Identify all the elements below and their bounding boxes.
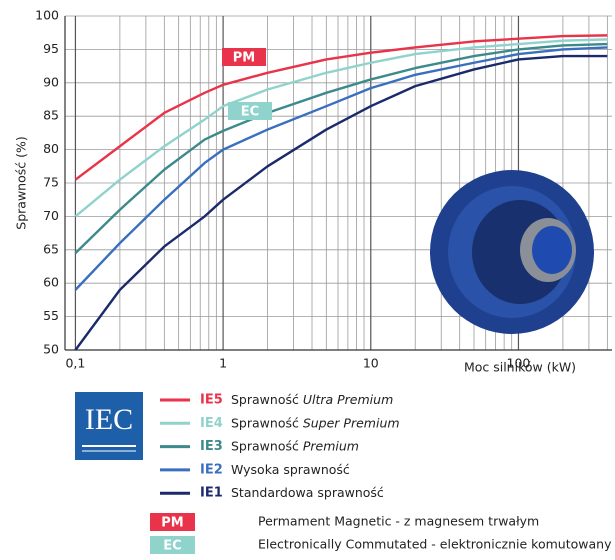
legend-desc-italic: Super Premium	[303, 415, 400, 430]
x-tick-label: 1	[219, 356, 227, 371]
legend-desc: Wysoka sprawność	[231, 461, 350, 476]
x-tick-label: 0,1	[65, 356, 85, 371]
y-tick-label: 55	[43, 308, 59, 323]
y-tick-label: 95	[43, 41, 59, 56]
legend-desc: Sprawność Premium	[231, 438, 359, 453]
legend-desc-italic: Premium	[303, 438, 359, 453]
y-tick-label: 75	[43, 175, 59, 190]
legend-label: IE4	[200, 416, 223, 431]
y-tick-label: 70	[43, 208, 59, 223]
fan-image	[430, 170, 594, 334]
legend-desc: Sprawność Super Premium	[231, 415, 400, 430]
chart: Sprawność (%) Moc silników (kW) 50556065…	[0, 0, 615, 556]
legend-badge-desc: Electronically Commutated - elektroniczn…	[258, 537, 612, 552]
legend-badge-label: EC	[163, 539, 181, 554]
legend-label: IE2	[200, 462, 223, 477]
y-tick-label: 60	[43, 275, 59, 290]
annotation-badge-label: EC	[241, 105, 259, 120]
legend-label: IE3	[200, 439, 223, 454]
series-line	[75, 35, 607, 179]
legend-desc-text: Sprawność	[231, 438, 303, 453]
logo-text: IEC	[85, 403, 133, 436]
y-tick-label: 85	[43, 108, 59, 123]
iec-logo: IEC	[75, 392, 143, 460]
legend-label: IE5	[200, 393, 223, 408]
legend-desc: Sprawność Ultra Premium	[231, 392, 393, 407]
y-tick-label: 100	[35, 8, 59, 23]
legend-badge-desc: Permament Magnetic - z magnesem trwałym	[258, 514, 539, 529]
legend-label: IE1	[200, 486, 223, 501]
legend-desc-text: Wysoka sprawność	[231, 461, 350, 476]
legend-desc-text: Sprawność	[231, 392, 303, 407]
x-tick-label: 100	[507, 356, 531, 371]
legend-badge-label: PM	[161, 516, 183, 531]
x-tick-label: 10	[363, 356, 379, 371]
page: {"chart_data": { "type": "line", "x_labe…	[0, 0, 615, 560]
y-tick-label: 65	[43, 241, 59, 256]
y-tick-label: 90	[43, 74, 59, 89]
y-tick-label: 80	[43, 141, 59, 156]
legend-desc-text: Standardowa sprawność	[231, 485, 384, 500]
annotation-badge-label: PM	[233, 51, 255, 66]
y-axis-label: Sprawność (%)	[14, 136, 29, 229]
legend-desc-text: Sprawność	[231, 415, 303, 430]
legend-desc-italic: Ultra Premium	[303, 392, 393, 407]
y-tick-label: 50	[43, 342, 59, 357]
legend-desc: Standardowa sprawność	[231, 485, 384, 500]
